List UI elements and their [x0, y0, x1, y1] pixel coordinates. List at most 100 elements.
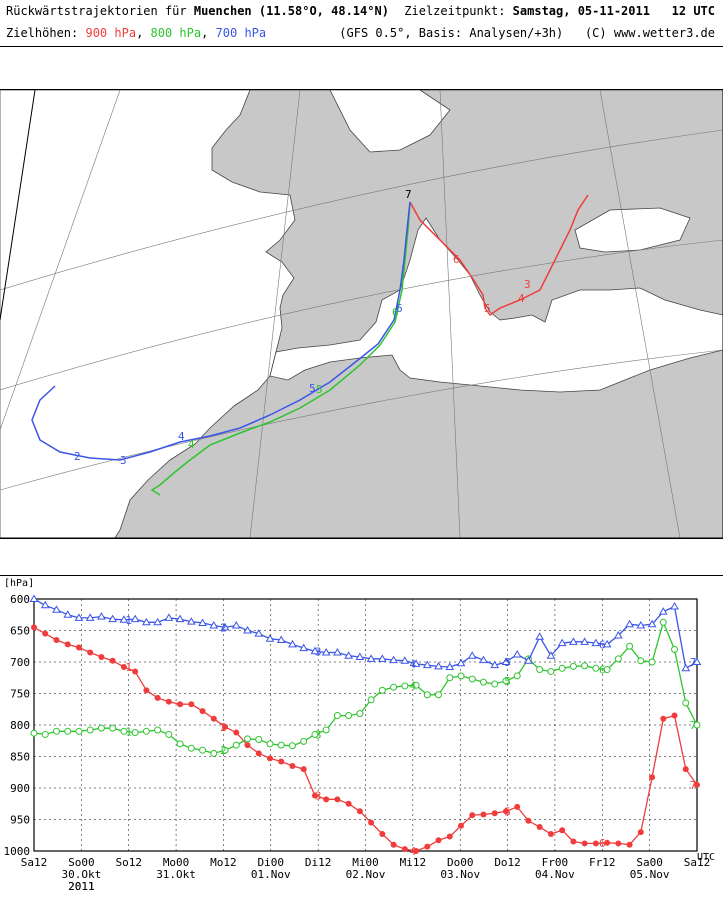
point-700 — [40, 600, 50, 609]
x-tick-date-label: 31.Okt — [156, 868, 196, 881]
point-700 — [243, 626, 252, 634]
y-tick-label: 750 — [10, 688, 30, 701]
point-700 — [591, 638, 601, 647]
point-700 — [321, 648, 331, 656]
day-label: 5 — [504, 805, 511, 818]
point-800 — [569, 662, 577, 670]
point-700 — [344, 651, 354, 659]
point-900 — [570, 838, 577, 845]
x-tick-label: Di00 — [258, 856, 285, 869]
blue-map-label-3: 3 — [120, 454, 127, 467]
point-700 — [681, 663, 691, 672]
point-700 — [569, 637, 578, 645]
y-tick-label: 650 — [10, 625, 30, 638]
day-label: 4 — [410, 679, 417, 692]
point-700 — [366, 654, 376, 662]
point-800 — [109, 724, 117, 732]
point-900 — [154, 694, 161, 701]
point-800 — [30, 729, 38, 737]
point-700 — [411, 659, 421, 667]
point-700 — [231, 620, 241, 629]
point-900 — [64, 641, 71, 648]
point-700 — [153, 617, 162, 626]
point-700 — [501, 657, 511, 665]
point-900 — [458, 822, 465, 829]
point-800 — [356, 710, 364, 718]
point-800 — [378, 686, 386, 694]
point-700 — [602, 639, 612, 648]
target-line: Zielzeitpunkt: Samstag, 05-11-2011 12 UT… — [404, 4, 715, 18]
point-900 — [42, 630, 49, 637]
point-700 — [647, 619, 657, 628]
point-800 — [199, 746, 207, 754]
trajectory-map: 7 6 5 4 3 6 5 4 6 5 4 3 2 — [0, 89, 723, 539]
point-800 — [244, 735, 252, 743]
point-900 — [132, 668, 139, 675]
point-800 — [345, 712, 353, 720]
point-900 — [626, 841, 633, 848]
point-900 — [120, 664, 127, 671]
point-900 — [289, 762, 296, 769]
point-900 — [682, 766, 689, 773]
point-900 — [53, 636, 60, 643]
point-800 — [581, 662, 589, 670]
point-900 — [356, 808, 363, 815]
point-900 — [199, 708, 206, 715]
point-700 — [220, 622, 230, 631]
level-800: 800 hPa — [150, 26, 202, 40]
point-800 — [626, 642, 634, 650]
x-tick-label: Sa12 — [684, 856, 711, 869]
point-900 — [390, 841, 397, 848]
day-label: 4 — [410, 658, 417, 671]
point-700 — [636, 620, 646, 629]
point-900 — [694, 781, 700, 788]
point-800 — [165, 730, 173, 738]
day-label: 3 — [315, 790, 322, 803]
point-900 — [210, 715, 217, 722]
point-700 — [142, 617, 151, 626]
model-info: (GFS 0.5°, Basis: Analysen/+3h) — [339, 26, 564, 40]
point-700 — [490, 660, 500, 669]
point-900 — [435, 837, 442, 844]
point-800 — [288, 742, 296, 750]
point-800 — [502, 677, 510, 685]
day-label: 6 — [599, 664, 606, 677]
point-800 — [659, 618, 667, 626]
y-tick-label: 1000 — [4, 845, 31, 858]
point-700 — [52, 605, 61, 613]
point-700 — [467, 651, 477, 659]
point-900 — [188, 701, 195, 708]
point-900 — [660, 715, 667, 722]
y-tick-label: 950 — [10, 814, 30, 827]
red-map-label-6: 6 — [453, 253, 460, 266]
point-900 — [300, 766, 307, 773]
point-800 — [277, 741, 285, 749]
point-800 — [401, 682, 409, 690]
point-900 — [98, 653, 105, 660]
point-800 — [614, 655, 622, 663]
point-800 — [592, 664, 600, 672]
point-800 — [300, 737, 308, 745]
point-900 — [334, 796, 341, 803]
point-900 — [480, 811, 487, 818]
point-900 — [244, 742, 251, 749]
point-700 — [670, 602, 679, 610]
point-900 — [446, 833, 453, 840]
point-900 — [413, 848, 420, 854]
point-800 — [648, 658, 656, 666]
green-map-label-4: 4 — [188, 438, 195, 451]
north-sea — [329, 89, 451, 153]
y-tick-label: 600 — [10, 593, 30, 606]
point-700 — [557, 638, 567, 647]
point-800 — [682, 699, 690, 707]
day-label: 5 — [504, 675, 511, 688]
point-700 — [580, 637, 589, 645]
day-label: 1 — [125, 725, 132, 738]
point-800 — [187, 744, 195, 752]
point-900 — [491, 810, 498, 817]
point-800 — [86, 726, 94, 734]
point-900 — [311, 792, 318, 799]
point-800 — [513, 672, 521, 680]
map-svg: 7 6 5 4 3 6 5 4 6 5 4 3 2 — [0, 89, 723, 539]
x-tick-date-label: 30.Okt — [61, 868, 101, 881]
